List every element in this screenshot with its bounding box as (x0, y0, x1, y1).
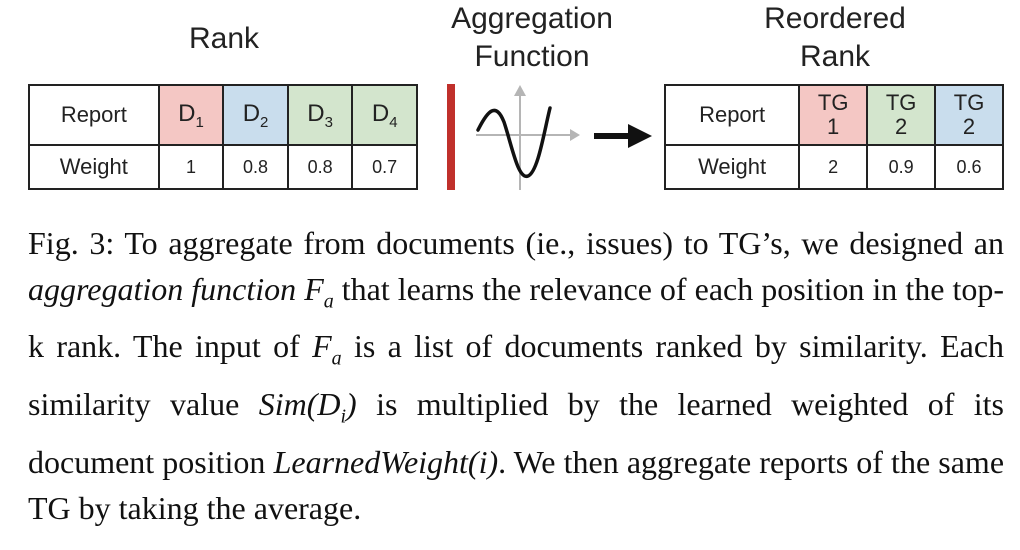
report-row-label: Report (28, 84, 160, 146)
rank-table: Report D1 D2 D3 D4 Weight 1 0.8 0.8 0.7 (28, 84, 418, 190)
weight-d4: 0.7 (351, 144, 418, 190)
y-axis-arrowhead (514, 85, 526, 96)
reordered-title-line1: Reordered (764, 2, 906, 35)
doc-header-d3: D3 (286, 84, 354, 146)
doc-letter: D (242, 99, 261, 127)
doc-letter: D (307, 99, 325, 127)
doc-header-d1: D1 (157, 84, 225, 146)
weight-row-label: Weight (28, 144, 160, 190)
aggregation-function-title: Aggregation Function (418, 0, 646, 76)
report-row-label: Report (663, 84, 801, 146)
caption-text: Fig. 3: To aggregate from documents (ie.… (28, 221, 1004, 531)
math-learned-weight: LearnedWeight(i) (273, 444, 499, 481)
doc-subscript: 4 (389, 113, 398, 131)
tg-header-1: TG 1 (798, 84, 869, 146)
caption-fig-label: Fig. 3: (28, 225, 115, 261)
doc-subscript: 1 (195, 113, 204, 131)
rank-title: Rank (188, 22, 260, 55)
doc-subscript: 3 (324, 113, 333, 131)
tg-label: TG (817, 90, 849, 115)
caption-t2: that learns the relevance of each positi… (28, 270, 1005, 365)
aggregation-function-icon (476, 85, 580, 190)
weight-d1: 1 (157, 144, 225, 190)
weight-tg-2: 0.9 (866, 144, 937, 190)
separator-bar (447, 84, 455, 190)
tg-label: TG (885, 90, 917, 115)
reordered-title-line2: Rank (799, 40, 871, 73)
doc-subscript: 2 (260, 113, 269, 131)
reordered-rank-table: Report TG 1 TG 2 TG 2 Weight 2 0.9 0.6 (663, 84, 1004, 190)
caption-t3: is a list of documents ranked by similar… (28, 328, 1005, 423)
x-axis-arrowhead (570, 129, 580, 141)
math-subscript: a (331, 347, 342, 370)
math-F: Fa (312, 328, 342, 370)
aggregation-title-line1: Aggregation (451, 2, 613, 35)
reordered-rank-title: Reordered Rank (722, 0, 948, 76)
tg-number: 1 (827, 114, 840, 139)
caption-t1: To aggregate from documents (ie., issues… (124, 225, 1005, 261)
weight-tg-1: 2 (798, 144, 869, 190)
caption-t4: is multiplied by the learned weighted of… (28, 386, 1005, 481)
aggregation-title-line2: Function (474, 40, 590, 73)
math-sim: Sim(Di) (258, 386, 357, 428)
doc-letter: D (178, 99, 196, 127)
caption-emphasis: aggregation function (28, 270, 297, 307)
doc-letter: D (371, 99, 390, 127)
math-subscript: i (340, 405, 347, 428)
weight-d2: 0.8 (222, 144, 289, 190)
tg-number: 2 (894, 114, 908, 139)
math-F: Fa (304, 270, 334, 312)
tg-label: TG (953, 90, 985, 115)
weight-d3: 0.8 (286, 144, 354, 190)
doc-header-d2: D2 (222, 84, 289, 146)
weight-tg-3: 0.6 (934, 144, 1004, 190)
tg-header-3: TG 2 (934, 84, 1004, 146)
tg-header-2: TG 2 (866, 84, 937, 146)
sine-curve (476, 106, 552, 178)
tg-number: 2 (962, 114, 976, 139)
math-subscript: a (323, 289, 334, 312)
right-arrow-icon (594, 124, 652, 148)
figure-caption: Fig. 3: To aggregate from documents (ie.… (28, 221, 1004, 531)
weight-row-label: Weight (663, 144, 801, 190)
doc-header-d4: D4 (351, 84, 418, 146)
caption-t5: . We then aggregate reports of the same … (28, 444, 1005, 526)
